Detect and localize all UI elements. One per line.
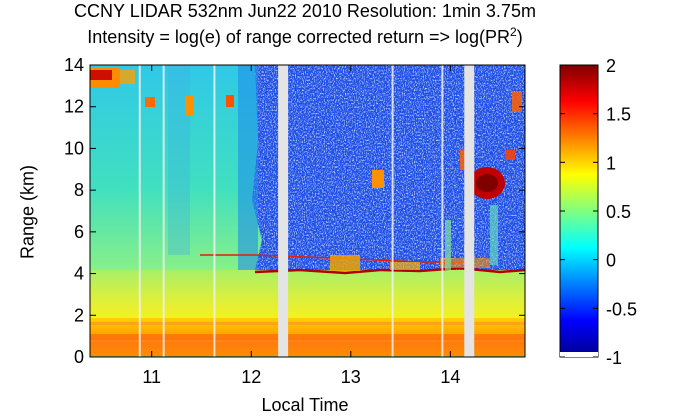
y-tick-label: 6: [74, 222, 84, 242]
x-tick-label: 14: [440, 367, 460, 387]
x-tick-label: 13: [341, 367, 361, 387]
thin-gap-line: [138, 65, 141, 357]
y-tick-label: 4: [74, 264, 84, 284]
thin-gap-line: [391, 65, 394, 357]
subtitle-superscript: 2: [510, 25, 517, 39]
y-tick-label: 10: [64, 138, 84, 158]
lower-troposphere-region: [90, 270, 525, 318]
data-gap: [464, 65, 475, 357]
colorbar-axis: 2 1.5 1 0.5 0 -0.5 -1: [560, 56, 637, 368]
thin-gap-line: [213, 65, 216, 357]
chart-subtitle: Intensity = log(e) of range corrected re…: [0, 25, 610, 48]
colorbar-tick-label: -0.5: [606, 299, 637, 319]
axes: 11 12 13 14 0 2 4 6 8 10 12 14: [64, 55, 525, 387]
y-tick-label: 12: [64, 97, 84, 117]
colorbar-tick-label: -1: [606, 348, 622, 368]
y-tick-label: 14: [64, 55, 84, 75]
y-tick-label: 0: [74, 347, 84, 367]
colorbar-tick-label: 2: [606, 56, 616, 76]
data-gaps: [278, 65, 475, 357]
thin-gap-line: [162, 65, 165, 357]
colorbar: [559, 64, 599, 358]
chart-title: CCNY LIDAR 532nm Jun22 2010 Resolution: …: [74, 1, 536, 21]
colorbar-tick-label: 1.5: [606, 105, 631, 125]
colorbar-tick-label: 1: [606, 153, 616, 173]
subtitle-text: Intensity = log(e) of range corrected re…: [87, 27, 511, 47]
thin-gap-lines: [138, 65, 444, 357]
thin-gap-line: [441, 65, 444, 357]
plot-area: [90, 65, 525, 357]
noisy-upper-region: [168, 65, 525, 270]
x-tick-label: 12: [241, 367, 261, 387]
plot-frame: [89, 64, 526, 358]
high-cloud-left: [90, 68, 234, 116]
colorbar-tick-label: 0: [606, 251, 616, 271]
subtitle-suffix: ): [516, 27, 523, 47]
colorbar-floor: [560, 352, 598, 357]
x-tick-label: 11: [142, 367, 161, 387]
x-axis-label: Local Time: [261, 395, 349, 415]
cirrus-cloud: [372, 92, 522, 270]
y-tick-label: 8: [74, 180, 84, 200]
colorbar-tick-label: 0.5: [606, 202, 631, 222]
data-gap: [278, 65, 289, 357]
y-tick-label: 2: [74, 305, 84, 325]
